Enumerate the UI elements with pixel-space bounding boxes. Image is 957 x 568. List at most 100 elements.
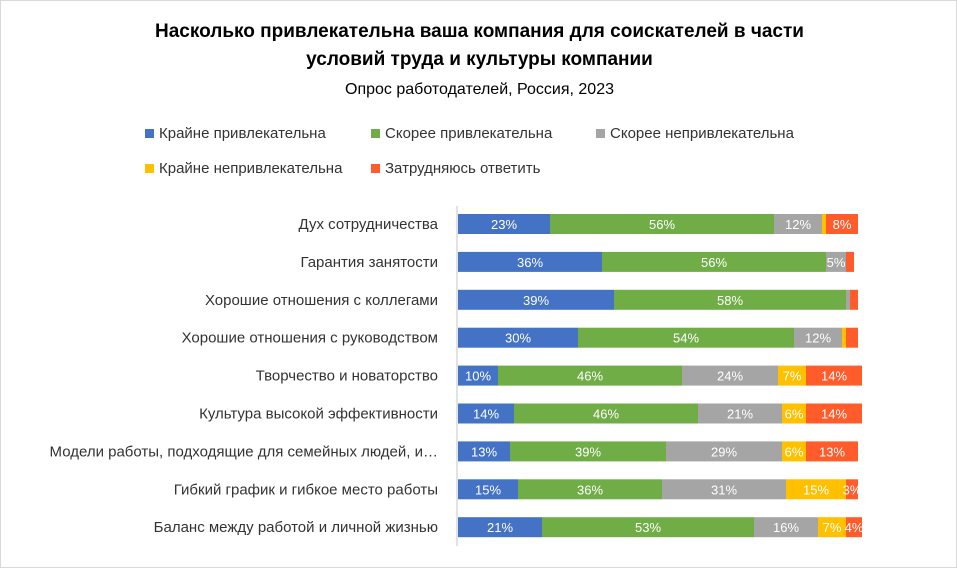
data-label: 4% bbox=[845, 520, 864, 535]
bar-segment bbox=[458, 365, 498, 386]
data-label: 58% bbox=[717, 293, 743, 308]
data-label: 24% bbox=[717, 369, 743, 384]
data-label: 3% bbox=[843, 482, 862, 497]
bar-segment bbox=[794, 327, 842, 348]
legend-label: Крайне непривлекательна bbox=[159, 160, 343, 177]
bar-segment bbox=[842, 327, 846, 348]
bar-segment bbox=[458, 214, 550, 234]
legend-item-4: Крайне непривлекательна bbox=[145, 160, 342, 177]
category-label: Культура высокой эффективности bbox=[199, 406, 438, 423]
chart-title-line-1: Насколько привлекательна ваша компания д… bbox=[155, 21, 804, 42]
bar-segment bbox=[698, 403, 782, 424]
legend-label: Затрудняюсь ответить bbox=[385, 160, 541, 177]
legend-item-3: Скорее непривлекательна bbox=[596, 125, 794, 142]
category-label: Гибкий график и гибкое место работы bbox=[174, 481, 438, 498]
category-label: Модели работы, подходящие для семейных л… bbox=[50, 443, 438, 460]
category-label: Баланс между работой и личной жизнью bbox=[154, 519, 438, 536]
legend-swatch bbox=[145, 164, 154, 173]
bar-segment bbox=[826, 214, 858, 234]
bar-segment bbox=[778, 365, 806, 386]
data-label: 15% bbox=[475, 482, 501, 497]
bar-segment bbox=[458, 327, 578, 348]
legend-label: Крайне привлекательна bbox=[159, 125, 326, 142]
data-label: 36% bbox=[517, 255, 543, 270]
data-label: 8% bbox=[833, 217, 852, 232]
data-label: 29% bbox=[711, 444, 737, 459]
bar-segment bbox=[498, 365, 682, 386]
bar-segment bbox=[662, 479, 786, 500]
data-label: 13% bbox=[471, 444, 497, 459]
legend-item-1: Крайне привлекательна bbox=[145, 125, 326, 142]
bar-segment bbox=[846, 517, 862, 538]
bar-segment bbox=[786, 479, 846, 500]
bar-segment bbox=[578, 327, 794, 348]
bar-segment bbox=[514, 403, 698, 424]
bar-segment bbox=[806, 365, 862, 386]
data-label: 31% bbox=[711, 482, 737, 497]
bar-segment bbox=[666, 441, 782, 462]
data-label: 21% bbox=[487, 520, 513, 535]
category-label: Дух сотрудничества bbox=[299, 216, 439, 233]
data-label: 10% bbox=[465, 369, 491, 384]
data-label: 36% bbox=[577, 482, 603, 497]
legend-swatch bbox=[371, 164, 380, 173]
bar-segment bbox=[806, 441, 858, 462]
bar-segment bbox=[458, 479, 518, 500]
bar-segment bbox=[846, 251, 854, 272]
data-label: 12% bbox=[805, 331, 831, 346]
bar-segment bbox=[846, 479, 858, 500]
bar-segment bbox=[754, 517, 818, 538]
data-label: 15% bbox=[803, 482, 829, 497]
chart-subtitle: Опрос работодателей, Россия, 2023 bbox=[345, 81, 614, 98]
data-label: 6% bbox=[785, 407, 804, 422]
data-label: 23% bbox=[491, 217, 517, 232]
bar-segment bbox=[850, 289, 858, 310]
legend-item-5: Затрудняюсь ответить bbox=[371, 160, 540, 177]
bar-segment bbox=[818, 517, 846, 538]
bar-segment bbox=[782, 441, 806, 462]
category-label: Хорошие отношения с руководством bbox=[182, 330, 438, 347]
data-label: 14% bbox=[821, 407, 847, 422]
bar-segment bbox=[846, 289, 850, 310]
data-label: 16% bbox=[773, 520, 799, 535]
data-label: 53% bbox=[635, 520, 661, 535]
bar-segment bbox=[518, 479, 662, 500]
category-label: Гарантия занятости bbox=[300, 254, 438, 271]
bar-segment bbox=[458, 403, 514, 424]
data-label: 30% bbox=[505, 331, 531, 346]
data-label: 56% bbox=[649, 217, 675, 232]
bar-segment bbox=[822, 214, 826, 234]
bar-segment bbox=[550, 214, 774, 234]
data-label: 12% bbox=[785, 217, 811, 232]
data-label: 6% bbox=[785, 444, 804, 459]
data-label: 14% bbox=[821, 369, 847, 384]
bar-segment bbox=[782, 403, 806, 424]
bar-segment bbox=[458, 441, 510, 462]
data-label: 7% bbox=[823, 520, 842, 535]
legend-label: Скорее привлекательна bbox=[385, 125, 553, 142]
bar-segment bbox=[602, 251, 826, 272]
category-label: Хорошие отношения с коллегами bbox=[205, 292, 438, 309]
bar-segment bbox=[774, 214, 822, 234]
data-label: 46% bbox=[593, 407, 619, 422]
legend-swatch bbox=[145, 129, 154, 138]
data-label: 5% bbox=[827, 255, 846, 270]
data-label: 14% bbox=[473, 407, 499, 422]
bar-segment bbox=[542, 517, 754, 538]
data-label: 39% bbox=[575, 444, 601, 459]
legend-item-2: Скорее привлекательна bbox=[371, 125, 552, 142]
data-label: 39% bbox=[523, 293, 549, 308]
legend-swatch bbox=[596, 129, 605, 138]
bar-segment bbox=[826, 251, 846, 272]
data-label: 7% bbox=[783, 369, 802, 384]
data-label: 13% bbox=[819, 444, 845, 459]
bar-segment bbox=[806, 403, 862, 424]
data-label: 56% bbox=[701, 255, 727, 270]
data-label: 46% bbox=[577, 369, 603, 384]
chart-title-line-2: условий труда и культуры компании bbox=[306, 49, 653, 70]
legend-label: Скорее непривлекательна bbox=[610, 125, 794, 142]
bar-segment bbox=[846, 327, 858, 348]
bar-segment bbox=[682, 365, 778, 386]
